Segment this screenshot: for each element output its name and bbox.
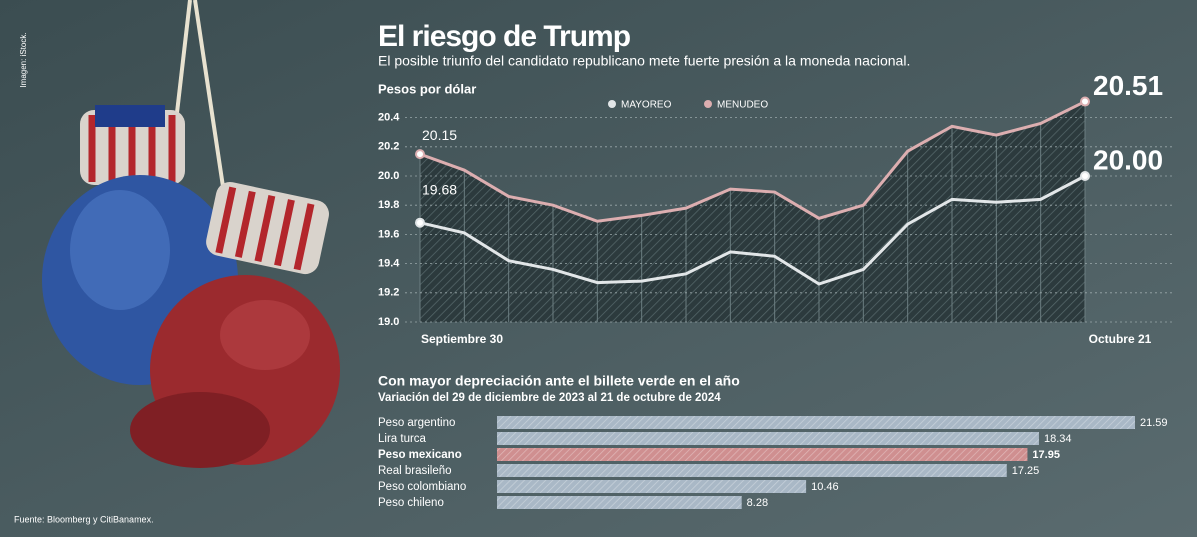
image-credit: Imagen: iStock. (19, 32, 28, 87)
value-label: 17.95 (1032, 449, 1060, 461)
bar-hatch (497, 464, 1007, 477)
legend-marker (704, 100, 712, 108)
value-label: 20.00 (1093, 144, 1163, 175)
value-label: 18.34 (1044, 433, 1072, 445)
value-label: 21.59 (1140, 417, 1168, 429)
category-label: Peso colombiano (378, 481, 466, 493)
category-label: Peso chileno (378, 497, 444, 509)
x-tick-label: Octubre 21 (1089, 332, 1152, 346)
legend-marker (608, 100, 616, 108)
category-label: Peso mexicano (378, 449, 462, 461)
subtitle: El posible triunfo del candidato republi… (378, 53, 910, 69)
bar-hatch (497, 496, 742, 509)
source: Fuente: Bloomberg y CitiBanamex. (14, 514, 154, 524)
x-tick-label: Septiembre 30 (421, 332, 503, 346)
value-label: 20.15 (422, 127, 457, 143)
point (1081, 172, 1089, 180)
y-tick-label: 19.0 (378, 316, 399, 328)
category-label: Real brasileño (378, 465, 452, 477)
legend-label: MAYOREO (621, 100, 672, 111)
category-label: Lira turca (378, 433, 427, 445)
value-label: 8.28 (747, 497, 768, 509)
y-tick-label: 19.4 (378, 258, 400, 270)
y-axis-label: Pesos por dólar (378, 81, 476, 96)
legend-label: MENUDEO (717, 100, 768, 111)
y-tick-label: 19.6 (378, 228, 399, 240)
y-tick-label: 20.0 (378, 170, 399, 182)
y-tick-label: 20.4 (378, 112, 400, 124)
y-tick-label: 19.8 (378, 199, 399, 211)
bar-hatch (497, 480, 806, 493)
point (1081, 98, 1089, 106)
bar-hatch (497, 432, 1039, 445)
infographic: Imagen: iStock. El riesgo de Trump El po… (0, 0, 1197, 537)
point (416, 219, 424, 227)
bar-hatch (497, 448, 1027, 461)
value-label: 20.51 (1093, 70, 1163, 101)
value-label: 17.25 (1012, 465, 1040, 477)
bar-chart-title: Con mayor depreciación ante el billete v… (378, 373, 740, 389)
title: El riesgo de Trump (378, 20, 631, 53)
y-tick-label: 20.2 (378, 141, 399, 153)
value-label: 19.68 (422, 181, 457, 197)
y-tick-label: 19.2 (378, 287, 399, 299)
value-label: 10.46 (811, 481, 839, 493)
point (416, 150, 424, 158)
bar-chart-subtitle: Variación del 29 de diciembre de 2023 al… (378, 392, 721, 404)
page: {"title": "El riesgo de Trump", "subtitl… (0, 0, 1197, 537)
category-label: Peso argentino (378, 417, 455, 429)
bar-hatch (497, 416, 1135, 429)
